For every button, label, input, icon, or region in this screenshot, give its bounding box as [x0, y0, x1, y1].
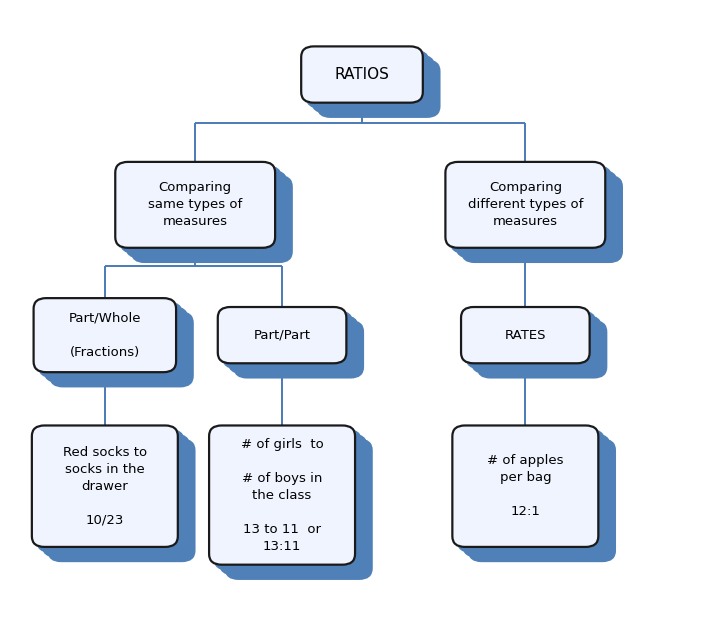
FancyBboxPatch shape — [451, 167, 611, 252]
FancyBboxPatch shape — [38, 430, 183, 552]
FancyBboxPatch shape — [445, 162, 605, 248]
Text: Red socks to
socks in the
drawer

10/23: Red socks to socks in the drawer 10/23 — [63, 445, 147, 527]
FancyBboxPatch shape — [50, 312, 193, 386]
FancyBboxPatch shape — [469, 440, 615, 561]
FancyBboxPatch shape — [220, 435, 366, 574]
Text: Comparing
different types of
measures: Comparing different types of measures — [468, 181, 583, 228]
FancyBboxPatch shape — [307, 51, 429, 107]
FancyBboxPatch shape — [115, 162, 275, 248]
FancyBboxPatch shape — [235, 321, 363, 378]
Text: Part/Whole

(Fractions): Part/Whole (Fractions) — [69, 312, 141, 358]
FancyBboxPatch shape — [229, 317, 358, 373]
Text: Comparing
same types of
measures: Comparing same types of measures — [148, 181, 243, 228]
FancyBboxPatch shape — [458, 430, 604, 552]
FancyBboxPatch shape — [318, 60, 439, 117]
FancyBboxPatch shape — [466, 312, 595, 368]
FancyBboxPatch shape — [301, 46, 423, 102]
FancyBboxPatch shape — [472, 317, 601, 373]
FancyBboxPatch shape — [461, 307, 589, 363]
Text: RATIOS: RATIOS — [334, 67, 390, 82]
Text: Part/Part: Part/Part — [253, 329, 311, 342]
Text: # of apples
per bag

12:1: # of apples per bag 12:1 — [487, 454, 563, 518]
FancyBboxPatch shape — [223, 312, 352, 368]
FancyBboxPatch shape — [312, 56, 434, 112]
FancyBboxPatch shape — [32, 426, 178, 547]
FancyBboxPatch shape — [226, 440, 371, 579]
FancyBboxPatch shape — [218, 307, 346, 363]
FancyBboxPatch shape — [457, 172, 616, 257]
FancyBboxPatch shape — [214, 430, 361, 569]
FancyBboxPatch shape — [39, 303, 182, 377]
FancyBboxPatch shape — [49, 440, 195, 561]
FancyBboxPatch shape — [132, 176, 292, 262]
FancyBboxPatch shape — [463, 435, 610, 557]
FancyBboxPatch shape — [43, 435, 189, 557]
FancyBboxPatch shape — [45, 308, 188, 382]
FancyBboxPatch shape — [33, 298, 176, 372]
FancyBboxPatch shape — [209, 426, 355, 565]
FancyBboxPatch shape — [478, 321, 606, 378]
FancyBboxPatch shape — [462, 176, 622, 262]
Text: # of girls  to

# of boys in
the class

13 to 11  or
13:11: # of girls to # of boys in the class 13 … — [240, 437, 324, 553]
FancyBboxPatch shape — [452, 426, 598, 547]
FancyBboxPatch shape — [121, 167, 281, 252]
FancyBboxPatch shape — [127, 172, 286, 257]
Text: RATES: RATES — [505, 329, 546, 342]
